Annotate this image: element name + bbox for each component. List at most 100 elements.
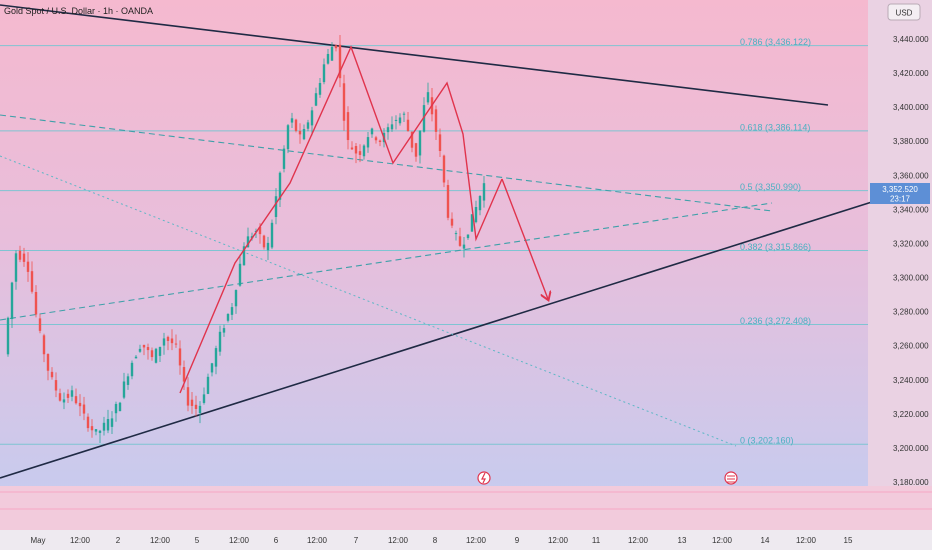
x-tick-label: 12:00 [70,536,91,545]
fib-label-2: 0.5 (3,350.990) [740,182,801,192]
candle-body [58,393,62,401]
candle-body [142,344,146,348]
candle-body [126,376,130,385]
candle-body [474,207,478,223]
candle-body [50,371,54,378]
event-icon-1[interactable] [477,471,491,485]
candle-body [14,253,18,282]
candle-body [54,380,58,391]
candle-body [130,362,134,377]
candle-body [446,185,450,218]
candle-body [394,119,398,121]
candle-body [198,405,202,413]
candle-body [226,313,230,321]
candle-body [410,131,414,148]
candle-body [458,236,462,246]
candle-body [230,307,234,315]
candle-body [70,390,74,397]
candle-body [34,291,38,315]
price-axis-background [868,0,932,530]
plot-background [0,0,868,530]
candle-body [258,226,262,235]
candle-body [46,354,50,371]
y-tick-label: 3,400.000 [893,103,929,112]
fib-label-0: 0.786 (3,436.122) [740,37,811,47]
svg-text:3,352.520: 3,352.520 [882,185,918,194]
candle-body [26,261,30,272]
trend-lines [0,4,876,479]
candle-body [358,151,362,155]
currency-button[interactable]: USD [887,3,921,21]
x-tick-label: 9 [515,536,520,545]
candle-body [478,196,482,211]
x-tick-label: 7 [354,536,359,545]
candle-body [82,404,86,414]
dotted-diagonal-line [0,155,737,447]
candle-body [90,426,94,431]
candle-body [202,394,206,403]
y-tick-label: 3,340.000 [893,205,929,214]
candle-body [74,396,78,404]
candle-body [338,44,342,79]
x-tick-label: 11 [592,536,601,545]
candle-body [10,282,14,320]
candle-body [466,234,470,239]
candle-body [282,148,286,169]
candle-body [294,119,298,131]
candle-body [322,64,326,83]
candle-body [30,271,34,292]
candle-body [66,393,70,398]
price-axis[interactable]: 3,180.000 3,200.000 3,220.000 3,240.000 3,26… [893,35,929,487]
candle-body [150,350,154,358]
candle-body [22,253,26,262]
candle-body [166,336,170,341]
candle-body [390,124,394,130]
candles [6,34,486,444]
fib-label-1: 0.618 (3,386.114) [740,122,810,132]
x-tick-label: 12:00 [628,536,649,545]
candle-body [62,399,66,403]
candle-body [318,82,322,95]
candle-body [98,430,102,433]
x-tick-label: 12:00 [796,536,817,545]
fib-label-5: 0 (3,202.160) [740,436,794,446]
support-trendline [0,200,876,479]
y-tick-label: 3,280.000 [893,308,929,317]
y-tick-label: 3,200.000 [893,444,929,453]
flag-icon[interactable] [724,471,738,485]
candle-body [406,119,410,132]
candle-body [18,250,22,260]
candle-body [206,376,210,394]
candle-body [326,53,330,64]
candle-body [306,122,310,129]
candle-body [414,143,418,157]
lower-band [0,486,932,530]
candle-body [218,331,222,352]
projection-path [179,45,548,394]
candle-body [470,214,474,232]
candle-body [378,140,382,142]
time-axis[interactable]: May 12:00 2 12:00 5 12:00 6 12:00 7 12:00 8 12:00 9 1… [30,536,853,545]
zigzag-path [179,45,503,394]
candle-body [270,222,274,248]
candle-body [110,418,114,427]
candle-body [286,125,290,150]
candle-body [246,236,250,248]
candle-body [366,137,370,148]
candle-body [238,263,242,286]
candle-body [290,118,294,123]
candle-body [314,93,318,106]
candle-body [78,402,82,407]
x-tick-label: 5 [195,536,200,545]
candle-body [298,130,302,135]
fibonacci-levels: 0.786 (3,436.122) 0.618 (3,386.114) 0.5 (3… [0,37,868,446]
x-tick-label: 6 [274,536,279,545]
candle-body [158,346,162,356]
chart-title: Gold Spot / U.S. Dollar · 1h · OANDA [4,6,153,16]
y-tick-label: 3,180.000 [893,478,929,487]
y-tick-label: 3,260.000 [893,342,929,351]
candle-body [346,112,350,141]
candle-body [114,403,118,414]
